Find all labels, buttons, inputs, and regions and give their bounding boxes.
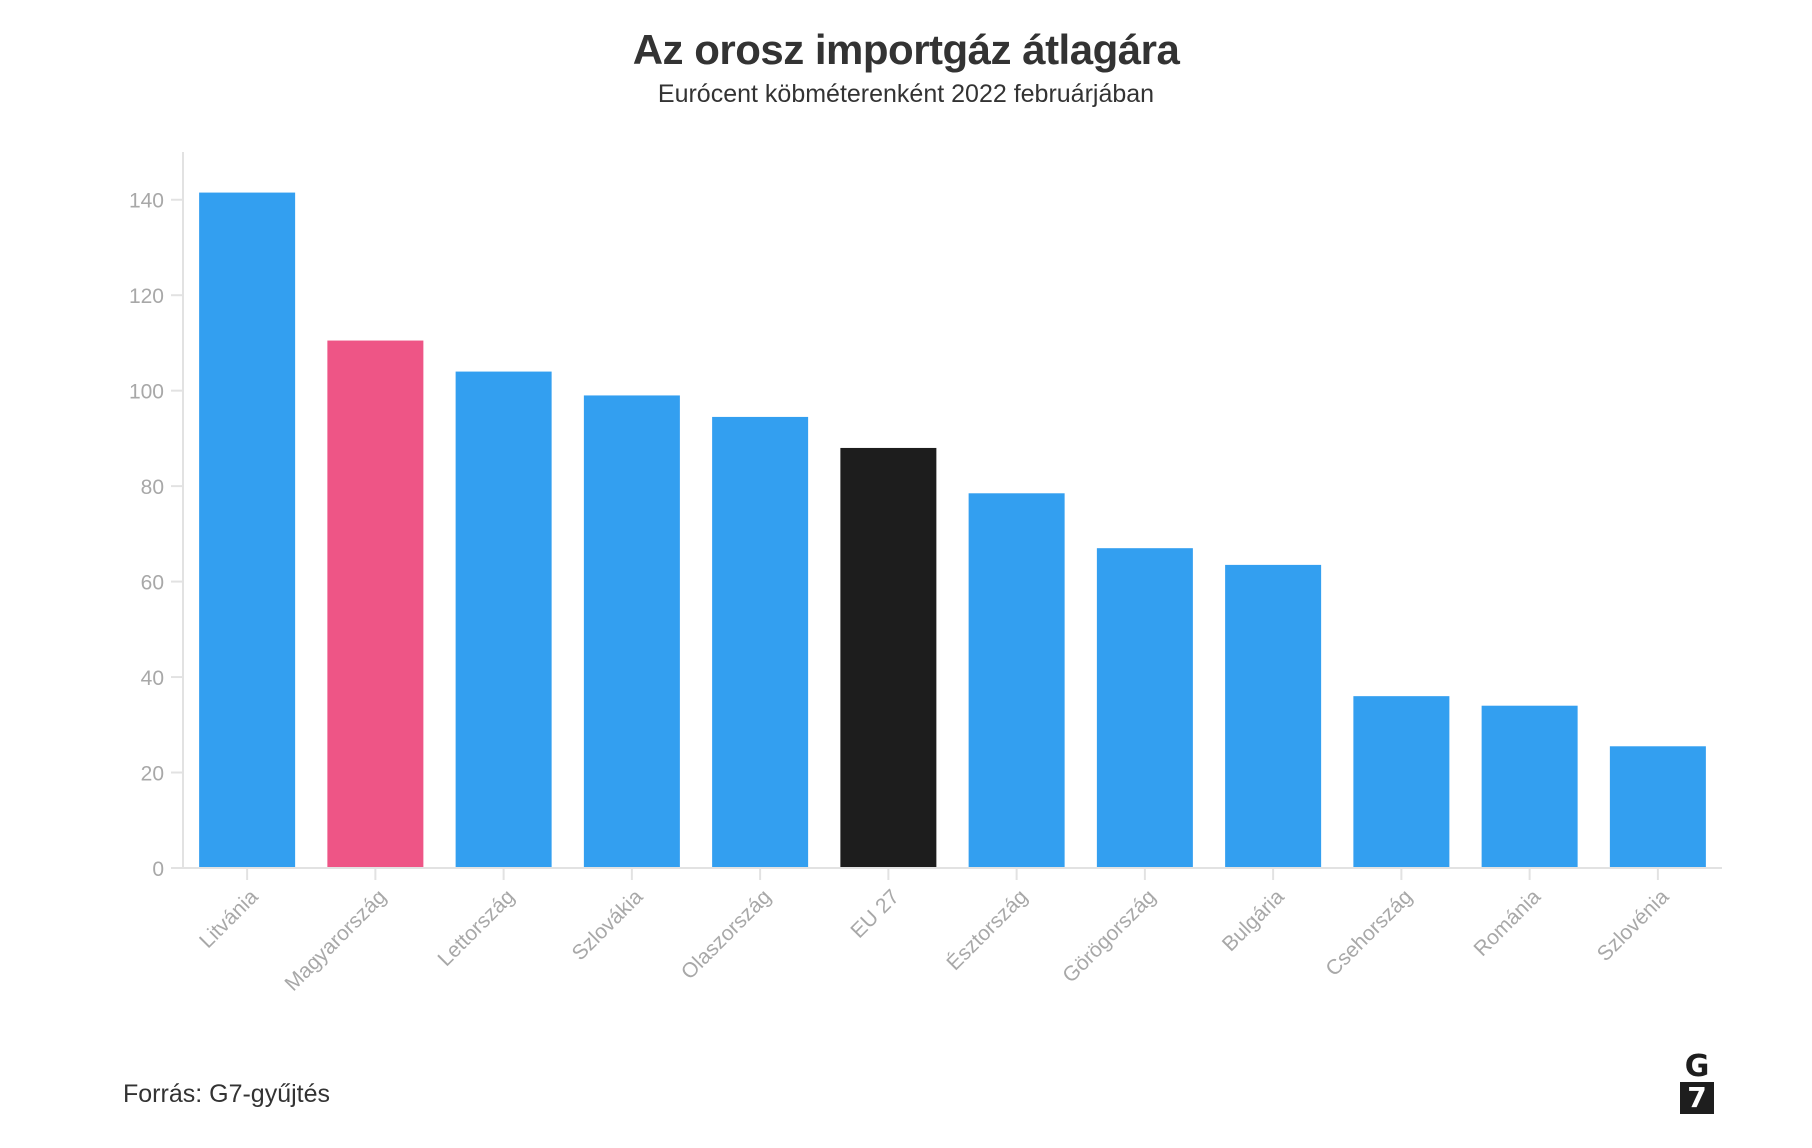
bar (1481, 705, 1578, 868)
chart-title: Az orosz importgáz átlagára (632, 26, 1180, 73)
y-tick-label: 120 (129, 285, 164, 308)
x-tick-label: Litvánia (195, 885, 263, 953)
y-tick-label: 40 (141, 667, 164, 690)
g7-logo: G 7 (1680, 1052, 1714, 1114)
logo-top: G (1684, 1049, 1710, 1084)
y-tick-label: 80 (141, 476, 164, 499)
x-tick-label: Románia (1469, 885, 1545, 961)
x-tick-label: Olaszország (677, 885, 776, 984)
bar (199, 192, 296, 868)
bar (712, 416, 809, 868)
chart-subtitle: Eurócent köbméterenként 2022 februárjába… (657, 80, 1155, 108)
bar (455, 371, 552, 868)
x-tick-label: Lettország (434, 885, 520, 971)
x-tick-label: Magyarország (281, 885, 391, 995)
x-tick-label: EU 27 (846, 885, 904, 943)
y-tick-label: 140 (129, 190, 164, 213)
bar (1609, 746, 1706, 868)
source-note: Forrás: G7-gyűjtés (123, 1080, 331, 1108)
x-tick-label: Görögország (1058, 885, 1160, 987)
bar (840, 447, 937, 868)
y-tick-label: 20 (141, 763, 164, 786)
bar (1225, 564, 1322, 868)
bar (583, 395, 680, 868)
x-tick-label: Észtország (942, 885, 1032, 975)
x-tick-label: Csehország (1321, 885, 1417, 981)
y-tick-label: 0 (152, 858, 164, 881)
x-tick-label: Szlovénia (1593, 885, 1674, 966)
y-tick-label: 100 (129, 381, 164, 404)
bar (1096, 548, 1193, 868)
y-tick-label: 60 (141, 572, 164, 595)
x-tick-label: Szlovákia (568, 885, 648, 965)
bar (1353, 696, 1450, 868)
bar (327, 340, 424, 869)
x-tick-label: Bulgária (1218, 885, 1289, 956)
bar (968, 493, 1065, 868)
logo-bottom: 7 (1680, 1082, 1714, 1114)
